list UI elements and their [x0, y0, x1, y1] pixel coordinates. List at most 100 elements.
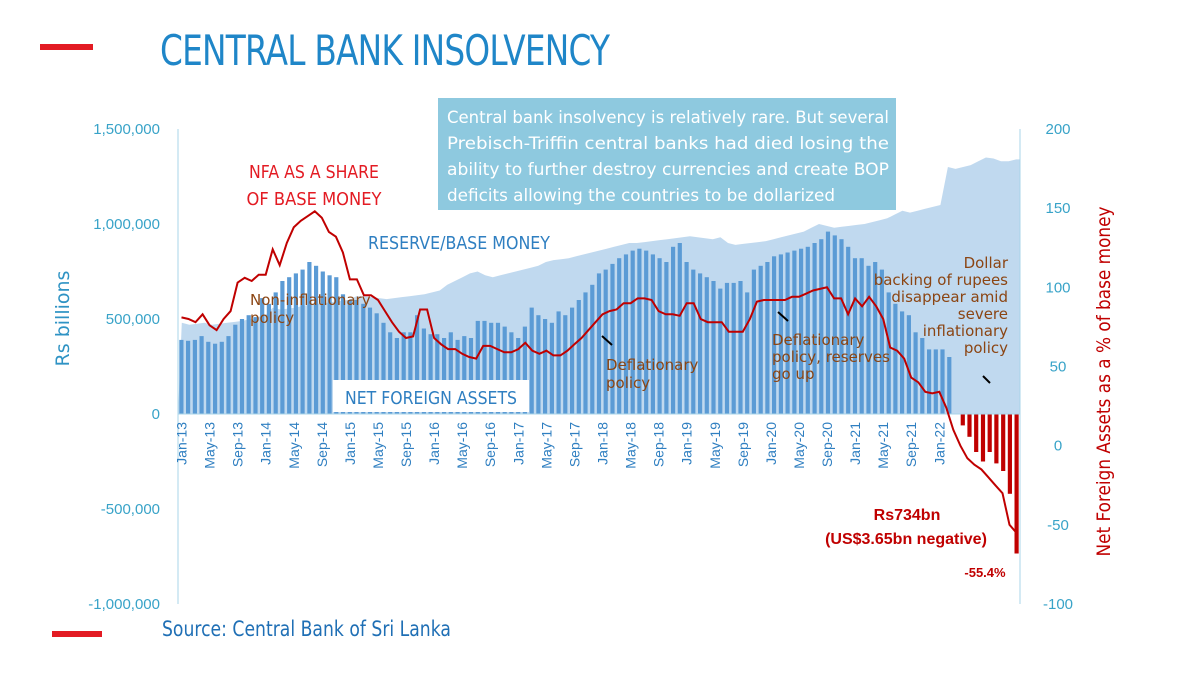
nfa-bar — [347, 300, 352, 414]
nfa-bar — [630, 250, 635, 414]
nfa-bar — [1007, 414, 1012, 494]
x-tick-label: Jan-14 — [258, 422, 274, 465]
nfa-bar — [684, 262, 689, 414]
y2-tick-label: 0 — [1054, 438, 1062, 455]
x-tick-label: May-17 — [538, 422, 554, 469]
arrow-icon-3 — [982, 375, 991, 384]
bottom-accent-bar — [52, 631, 102, 637]
nfa-bar — [549, 322, 554, 414]
nfa-bar — [354, 300, 359, 414]
x-tick-label: Jan-17 — [510, 422, 526, 465]
nfa-bar — [886, 292, 891, 414]
nfa-bar — [401, 332, 406, 414]
slide-title: CENTRAL BANK INSOLVENCY — [160, 26, 610, 75]
nfa-bar — [442, 338, 447, 414]
y2-tick-label: -50 — [1047, 517, 1069, 534]
arrow-icon-1 — [601, 335, 613, 346]
nfa-bar — [832, 235, 837, 414]
nfa-bar — [563, 315, 568, 414]
x-tick-label: May-21 — [875, 422, 891, 469]
nfa-bar — [940, 349, 945, 414]
nfa-bar — [913, 332, 918, 414]
y-axis-title: Rs billions — [52, 271, 74, 367]
nfa-bar — [751, 269, 756, 414]
nfa-bar — [536, 315, 541, 414]
nfa-bar — [583, 292, 588, 414]
base-money-label: RESERVE/BASE MONEY — [368, 233, 551, 254]
non-inflationary-annotation: policy — [250, 309, 294, 327]
nfa-bar — [933, 349, 938, 414]
x-tick-label: Jan-13 — [174, 422, 190, 465]
nfa-bar — [475, 320, 480, 414]
dollar-backing-annotation: severe — [958, 305, 1008, 323]
nfa-bar — [960, 414, 965, 426]
value-rs-label: Rs734bn — [874, 507, 941, 524]
deflationary-annotation-2: go up — [772, 365, 815, 383]
nfa-bar — [300, 269, 305, 414]
x-tick-label: Jan-20 — [763, 422, 779, 465]
nfa-bar — [987, 414, 992, 452]
y-tick-label: 0 — [152, 406, 160, 423]
nfa-bar — [516, 338, 521, 414]
nfa-bar — [502, 326, 507, 414]
y-tick-label: -500,000 — [101, 501, 160, 518]
nfa-bar — [704, 277, 709, 414]
y-tick-label: 1,000,000 — [93, 216, 160, 233]
top-accent-bar — [40, 44, 93, 50]
nfa-bar — [711, 281, 716, 414]
nfa-bar — [677, 243, 682, 414]
nfa-bar — [879, 269, 884, 414]
nfa-bar — [280, 281, 285, 414]
nfa-bar — [468, 338, 474, 414]
x-tick-label: Jan-16 — [426, 422, 442, 465]
x-tick-label: Jan-18 — [595, 422, 611, 465]
x-tick-label: May-19 — [707, 422, 723, 469]
value-pct-label: -55.4% — [964, 565, 1006, 580]
nfa-bar — [799, 248, 804, 414]
nfa-bar — [421, 328, 426, 414]
nfa-bar — [260, 298, 265, 414]
nfa-bar — [226, 336, 231, 414]
nfa-bar — [852, 258, 858, 414]
x-tick-label: Sep-15 — [398, 422, 414, 467]
nfa-bar — [927, 349, 932, 414]
nfa-bar — [947, 357, 952, 414]
y2-tick-label: 100 — [1045, 279, 1070, 296]
y2-tick-label: 200 — [1045, 121, 1070, 138]
nfa-bar — [846, 246, 851, 414]
callout-text: Central bank insolvency is relatively ra… — [447, 108, 889, 206]
nfa-bar — [765, 262, 770, 414]
deflationary-annotation-2: Deflationary — [772, 331, 865, 349]
x-tick-label: Sep-17 — [566, 422, 582, 467]
source-note: Source: Central Bank of Sri Lanka — [162, 617, 451, 641]
nfa-bar — [522, 326, 527, 414]
nfa-bar — [482, 320, 487, 414]
nfa-bar — [192, 339, 197, 414]
x-tick-label: May-15 — [370, 422, 386, 469]
x-tick-label: Sep-19 — [735, 422, 751, 467]
nfa-bar — [394, 338, 399, 414]
nfa-share-line — [181, 210, 1018, 534]
nfa-bar — [603, 269, 608, 414]
y2-tick-label: -100 — [1043, 596, 1073, 613]
nfa-bar — [529, 307, 534, 414]
nfa-bar — [812, 243, 817, 414]
nfa-bar — [671, 246, 676, 414]
dollar-backing-annotation: policy — [964, 339, 1008, 357]
nfa-bar — [1014, 414, 1019, 554]
nfa-bar — [873, 262, 878, 414]
nfa-bar — [367, 307, 373, 414]
nfa-bar — [253, 317, 258, 414]
deflationary-annotation-1: Deflationary — [606, 356, 699, 374]
deflationary-annotation-1: policy — [606, 374, 650, 392]
nfa-bar — [772, 256, 777, 414]
nfa-bar — [974, 414, 979, 452]
nfa-bar — [287, 277, 292, 414]
nfa-bar — [906, 315, 911, 414]
nfa-bar — [698, 273, 703, 414]
nfa-bar — [455, 339, 460, 414]
nfa-bar — [543, 319, 548, 414]
nfa-bar — [340, 294, 346, 414]
nfa-bar — [617, 258, 622, 414]
nfa-bar — [785, 252, 790, 414]
